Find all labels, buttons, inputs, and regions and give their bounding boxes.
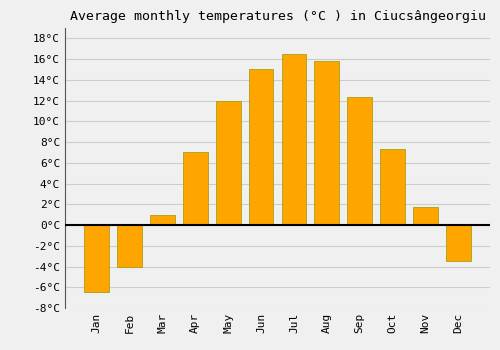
Bar	[413, 208, 438, 225]
Bar	[282, 54, 306, 225]
Bar	[446, 225, 470, 261]
Bar	[314, 61, 339, 225]
Bar	[183, 153, 208, 225]
Bar	[216, 100, 240, 225]
Title: Average monthly temperatures (°C ) in Ciucsângeorgiu: Average monthly temperatures (°C ) in Ci…	[70, 10, 486, 23]
Bar	[150, 215, 174, 225]
Bar	[348, 98, 372, 225]
Bar	[248, 70, 274, 225]
Bar	[380, 149, 405, 225]
Bar	[117, 225, 142, 266]
Bar	[84, 225, 109, 293]
